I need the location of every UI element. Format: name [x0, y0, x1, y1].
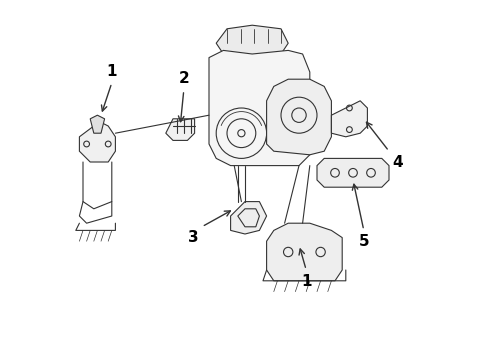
Polygon shape — [317, 158, 389, 187]
Polygon shape — [231, 202, 267, 234]
Text: 3: 3 — [188, 230, 198, 246]
Polygon shape — [90, 115, 104, 133]
Text: 1: 1 — [106, 64, 117, 79]
Text: 5: 5 — [359, 234, 369, 249]
Polygon shape — [267, 79, 331, 155]
Polygon shape — [331, 101, 368, 137]
Polygon shape — [267, 223, 342, 281]
Text: 1: 1 — [301, 274, 312, 289]
Text: 2: 2 — [178, 71, 189, 86]
Polygon shape — [216, 25, 288, 58]
Polygon shape — [166, 119, 195, 140]
Text: 4: 4 — [392, 155, 403, 170]
Polygon shape — [79, 122, 116, 162]
Polygon shape — [209, 50, 310, 166]
